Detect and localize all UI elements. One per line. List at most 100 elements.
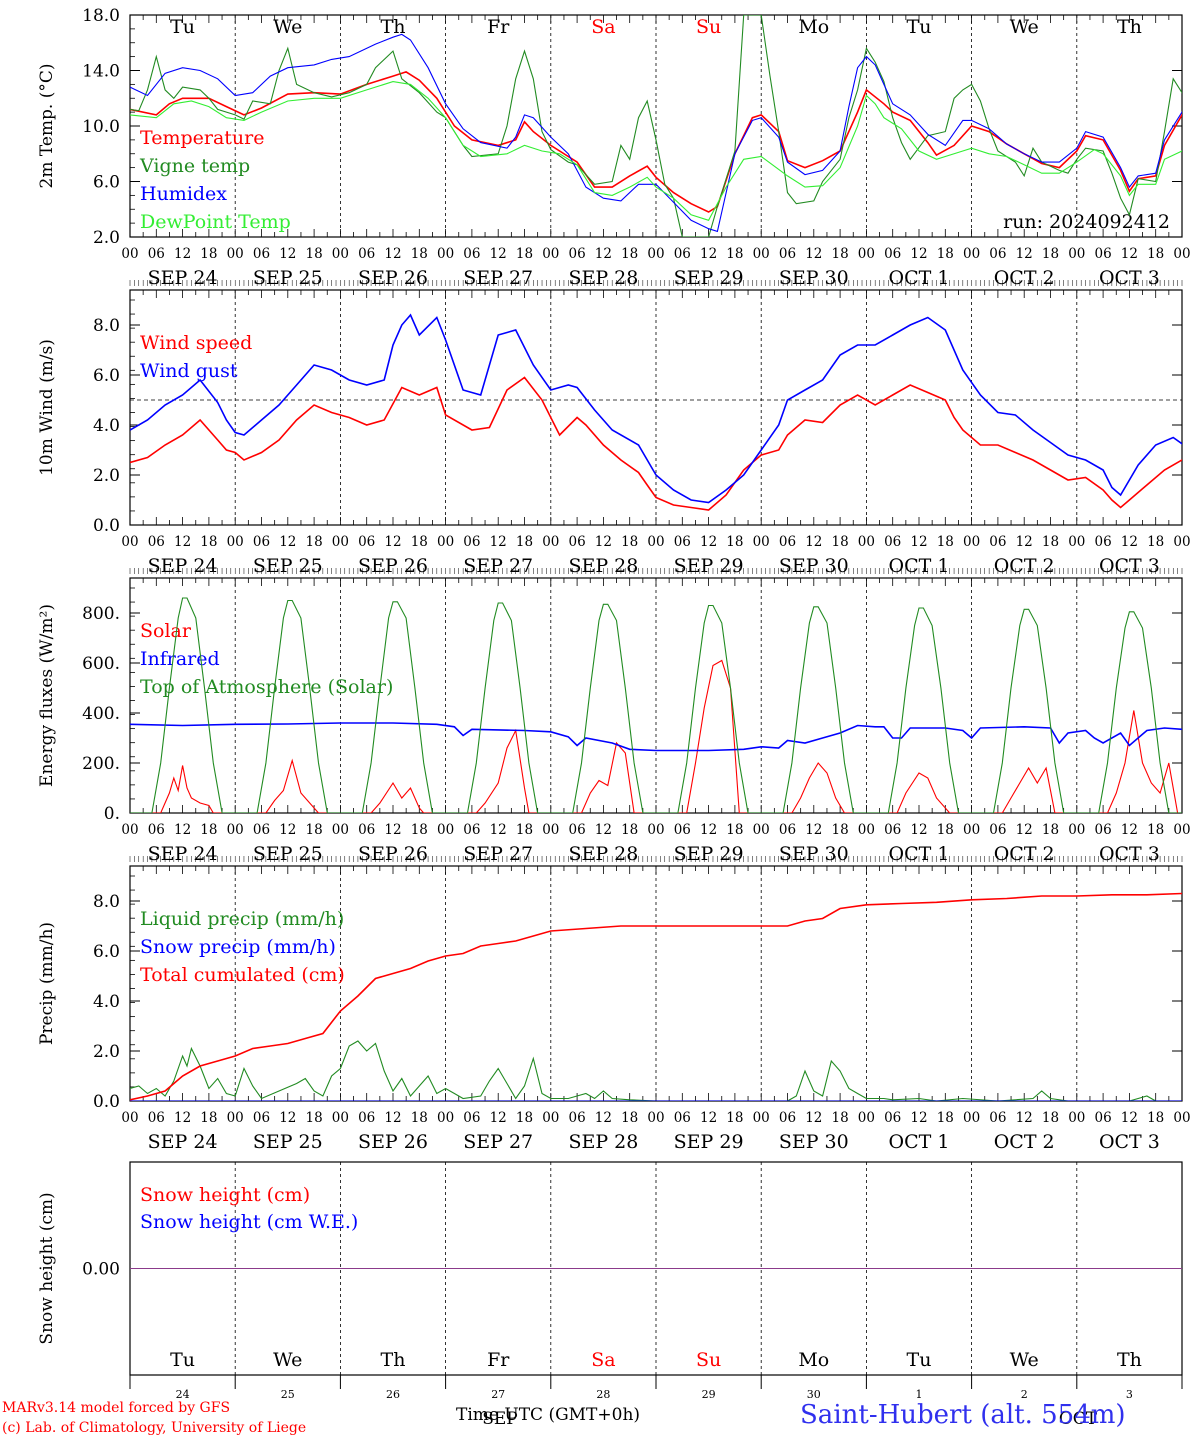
hour-tick-label: 00	[1068, 534, 1085, 550]
hour-tick-label: 06	[884, 534, 901, 550]
hour-tick-label: 12	[1016, 822, 1033, 838]
hour-tick-label: 12	[1016, 246, 1033, 262]
date-label: OCT 3	[1099, 267, 1160, 289]
hour-tick-label: 06	[148, 1110, 165, 1126]
hour-tick-label: 12	[700, 822, 717, 838]
y-tick-label: 800.	[82, 604, 120, 624]
y-tick-label: 400.	[82, 704, 120, 724]
y-axis-label: 2m Temp. (°C)	[37, 63, 57, 188]
weekday-label: We	[1010, 1349, 1039, 1371]
hour-tick-label: 12	[595, 1110, 612, 1126]
hour-tick-label: 00	[542, 822, 559, 838]
hour-tick-label: 00	[858, 534, 875, 550]
hour-tick-label: 18	[937, 822, 954, 838]
hour-tick-label: 06	[463, 534, 480, 550]
weekday-label: Su	[696, 1349, 721, 1371]
hour-tick-label: 12	[384, 534, 401, 550]
weekday-label: Th	[381, 1349, 406, 1371]
hour-tick-label: 00	[858, 822, 875, 838]
legend-entry: Vigne temp	[139, 155, 250, 177]
hour-tick-label: 12	[1121, 246, 1138, 262]
hour-tick-label: 00	[227, 1110, 244, 1126]
hour-tick-label: 18	[832, 822, 849, 838]
y-tick-label: 2.0	[93, 466, 120, 486]
legend-entry: Snow height (cm)	[140, 1184, 310, 1206]
hour-tick-label: 12	[279, 1110, 296, 1126]
hour-tick-label: 00	[227, 246, 244, 262]
y-axis-label: 10m Wind (m/s)	[37, 339, 57, 476]
hour-tick-label: 12	[700, 534, 717, 550]
y-tick-label: 0.0	[93, 516, 120, 536]
hour-tick-label: 06	[674, 534, 691, 550]
hour-tick-label: 06	[989, 246, 1006, 262]
hour-tick-label: 18	[937, 1110, 954, 1126]
hour-tick-label: 18	[516, 534, 533, 550]
hour-tick-label: 18	[621, 822, 638, 838]
hour-tick-label: 06	[989, 822, 1006, 838]
hour-tick-label: 00	[647, 246, 664, 262]
hour-tick-label: 06	[253, 246, 270, 262]
legend-entry: Infrared	[140, 648, 220, 670]
hour-tick-label: 06	[779, 822, 796, 838]
hour-tick-label: 06	[779, 246, 796, 262]
hour-tick-label: 12	[174, 246, 191, 262]
hour-tick-label: 00	[437, 246, 454, 262]
legend-entry: Solar	[140, 620, 192, 642]
series-wind-0	[130, 376, 1182, 511]
series-energy-1	[130, 722, 1182, 752]
series-temp-2	[130, 33, 1182, 233]
weekday-label: Tu	[907, 1349, 932, 1371]
hour-tick-label: 06	[358, 534, 375, 550]
date-label: OCT 3	[1099, 843, 1160, 865]
hour-tick-label: 18	[1042, 822, 1059, 838]
hour-tick-label: 00	[332, 1110, 349, 1126]
legend-entry: Liquid precip (mm/h)	[140, 908, 344, 930]
model-credit: MARv3.14 model forced by GFS	[2, 1400, 231, 1416]
hour-tick-label: 18	[200, 1110, 217, 1126]
legend-entry: Top of Atmosphere (Solar)	[140, 676, 393, 698]
hour-tick-label: 12	[279, 534, 296, 550]
y-tick-label: 18.0	[82, 6, 120, 26]
legend-entry: Total cumulated (cm)	[140, 964, 345, 986]
hour-tick-label: 18	[1042, 246, 1059, 262]
hour-tick-label: 18	[306, 822, 323, 838]
hour-tick-label: 06	[463, 246, 480, 262]
hour-tick-label: 06	[148, 246, 165, 262]
hour-tick-label: 06	[674, 1110, 691, 1126]
hour-tick-label: 00	[753, 534, 770, 550]
day-number: 24	[176, 1388, 190, 1401]
hour-tick-label: 18	[411, 246, 428, 262]
hour-tick-label: 12	[279, 246, 296, 262]
day-number: 2	[1021, 1388, 1028, 1401]
date-label: OCT 2	[994, 1131, 1055, 1153]
panel-energy: 0. 200. 400. 600. 800. Energy fluxes (W/m²) 00…	[37, 568, 1191, 865]
date-label: SEP 24	[148, 1131, 218, 1153]
hour-tick-label: 06	[569, 1110, 586, 1126]
weekday-label: We	[273, 16, 302, 38]
hour-tick-label: 06	[358, 246, 375, 262]
hour-tick-label: 00	[647, 1110, 664, 1126]
x-axis-label: Time UTC (GMT+0h)	[456, 1405, 641, 1425]
hour-tick-label: 06	[779, 534, 796, 550]
hour-tick-label: 18	[306, 534, 323, 550]
weekday-label: Th	[1117, 16, 1142, 38]
hour-tick-label: 12	[384, 1110, 401, 1126]
legend-entry: Snow height (cm W.E.)	[140, 1211, 358, 1233]
hour-tick-label: 06	[358, 822, 375, 838]
day-number: 1	[916, 1388, 923, 1401]
hour-tick-label: 12	[174, 822, 191, 838]
hour-tick-label: 00	[753, 1110, 770, 1126]
hour-tick-label: 06	[884, 1110, 901, 1126]
y-tick-label: 0.0	[93, 1092, 120, 1112]
hour-tick-label: 18	[1042, 1110, 1059, 1126]
hour-tick-label: 12	[910, 822, 927, 838]
hour-tick-label: 00	[121, 1110, 138, 1126]
y-tick-label: 600.	[82, 654, 120, 674]
hour-tick-label: 18	[200, 822, 217, 838]
hour-tick-label: 12	[700, 246, 717, 262]
hour-tick-label: 18	[1147, 822, 1164, 838]
hour-tick-label: 00	[1068, 822, 1085, 838]
hour-tick-label: 12	[595, 822, 612, 838]
y-tick-label: 8.0	[93, 316, 120, 336]
